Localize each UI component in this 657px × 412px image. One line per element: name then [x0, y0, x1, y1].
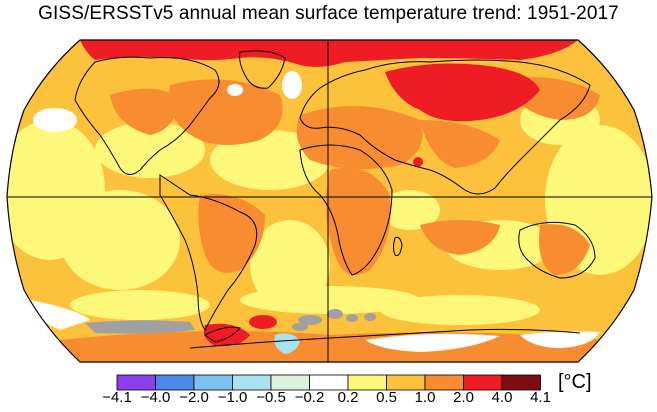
legend-bin-7: [386, 374, 426, 391]
trend-region-white: [30, 71, 600, 352]
trend-region-lightblue: [274, 333, 300, 354]
legend-tick-label: −0.2: [294, 389, 325, 406]
legend-bin-4: [270, 374, 310, 391]
legend-unit: [°C]: [558, 371, 592, 393]
legend-bin-2: [193, 374, 233, 391]
legend-bin-8: [424, 374, 464, 391]
legend-bin-9: [463, 374, 503, 391]
trend-region-red: [80, 40, 578, 347]
legend-colorbar: [116, 374, 541, 391]
legend-tick-label: −2.0: [179, 389, 209, 406]
coastlines: [74, 50, 596, 349]
map-title: GISS/ERSSTv5 annual mean surface tempera…: [38, 3, 619, 24]
legend-tick-label: −4.1: [102, 389, 132, 406]
map-body: [7, 40, 652, 362]
legend-bin-1: [155, 374, 195, 391]
legend-tick-label: 1.0: [414, 389, 436, 406]
legend-tick-label: 4.1: [530, 389, 551, 406]
legend-bin-6: [347, 374, 387, 391]
legend-tick-label: −0.5: [256, 389, 286, 406]
legend-bin-5: [309, 374, 349, 391]
legend-bin-10: [501, 374, 541, 391]
legend-tick-label: −1.0: [217, 389, 248, 406]
legend-bin-3: [232, 374, 272, 391]
legend-bin-0: [116, 374, 156, 391]
globe-outline: [6, 39, 653, 363]
legend-tick-label: 4.0: [491, 389, 513, 406]
missing-data-region: [85, 309, 376, 334]
legend-tick-label: 0.2: [337, 389, 359, 406]
legend-tick-label: −4.0: [140, 389, 171, 406]
legend-tick-label: 2.0: [453, 389, 474, 406]
legend-tick-label: 0.5: [376, 389, 397, 406]
